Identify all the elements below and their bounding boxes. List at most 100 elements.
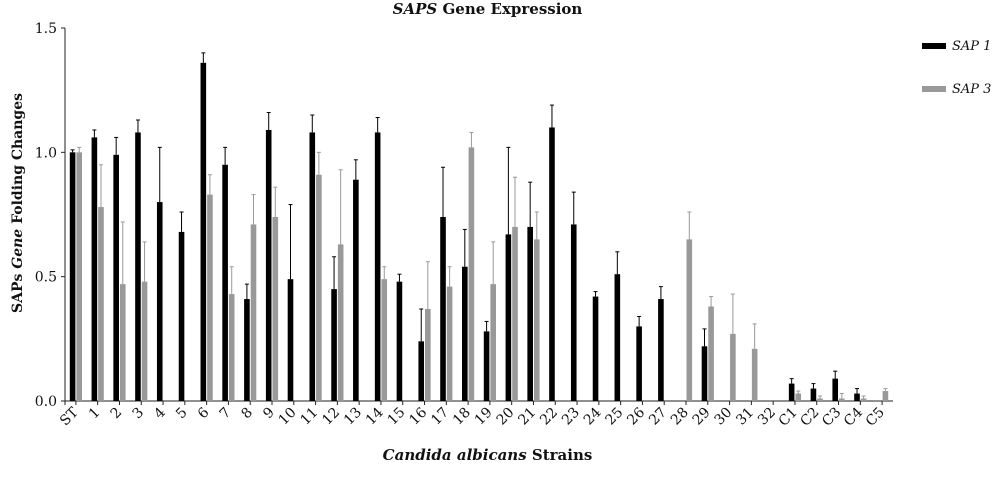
bar-sap1 xyxy=(810,388,817,401)
bar-sap1 xyxy=(222,164,228,401)
bar-sap1 xyxy=(396,281,403,401)
x-tick-label: 9 xyxy=(260,405,278,423)
bar-sap3 xyxy=(533,239,540,401)
x-tick-label: 10 xyxy=(276,405,300,429)
x-tick-label: 25 xyxy=(603,405,627,429)
x-tick-label: 5 xyxy=(173,405,191,423)
x-tick-label: 18 xyxy=(450,405,474,429)
bar-sap1 xyxy=(374,132,381,401)
x-tick-label: 22 xyxy=(537,405,561,429)
bar-sap3 xyxy=(490,284,496,401)
x-tick-label: C5 xyxy=(863,405,888,430)
y-tick-label: 1.5 xyxy=(35,21,57,37)
legend-item-sap1: SAP 1 xyxy=(922,38,991,54)
x-tick-label: 2 xyxy=(108,405,126,423)
x-tick-label: 12 xyxy=(319,405,343,429)
bar-sap1 xyxy=(614,274,621,401)
bar-sap1 xyxy=(701,346,708,401)
x-axis-label-rest: Strains xyxy=(526,446,593,464)
x-tick-label: 3 xyxy=(129,405,147,423)
bar-sap1 xyxy=(462,266,468,401)
bar-sap3 xyxy=(141,281,148,401)
bar-sap3 xyxy=(686,239,693,401)
x-tick-label: 21 xyxy=(515,405,539,429)
x-tick-label: 30 xyxy=(711,405,735,429)
bar-sap1 xyxy=(505,234,512,401)
bar-sap3 xyxy=(751,348,758,401)
bar-sap1 xyxy=(592,296,599,401)
bar-sap1 xyxy=(331,289,337,401)
chart-title-rest: Gene Expression xyxy=(437,0,583,18)
bar-sap3 xyxy=(228,294,235,401)
x-tick-label: 26 xyxy=(624,404,648,428)
legend-label-sap1: SAP 1 xyxy=(952,38,992,54)
bar-sap1 xyxy=(832,378,839,401)
bar-sap3 xyxy=(468,147,475,401)
chart-title: SAPS Gene Expression xyxy=(0,0,975,18)
x-tick-label: 8 xyxy=(238,405,256,423)
x-tick-label: C3 xyxy=(819,405,844,430)
x-tick-label: C2 xyxy=(797,405,822,430)
x-tick-label: 16 xyxy=(406,404,430,428)
bar-sap1 xyxy=(69,152,76,401)
x-tick-label: 24 xyxy=(581,404,605,428)
x-tick-label: 20 xyxy=(494,405,518,429)
bar-sap3 xyxy=(817,398,823,401)
bar-sap1 xyxy=(658,299,664,401)
bar-sap1 xyxy=(287,279,294,401)
bar-sap1 xyxy=(418,341,425,401)
bar-sap1 xyxy=(440,216,446,401)
x-tick-label: C4 xyxy=(841,404,866,429)
x-tick-label: 28 xyxy=(668,405,692,429)
y-tick-label: 1.0 xyxy=(35,145,57,161)
x-tick-label: 15 xyxy=(385,405,409,429)
legend-swatch-sap1 xyxy=(922,43,946,49)
bar-sap3 xyxy=(512,226,518,401)
legend-swatch-sap3 xyxy=(922,86,946,92)
bar-sap3 xyxy=(730,333,736,401)
legend-label-sap3: SAP 3 xyxy=(952,81,992,97)
legend-item-sap3: SAP 3 xyxy=(922,81,991,97)
x-tick-label: 11 xyxy=(297,405,321,429)
x-tick-label: 6 xyxy=(195,404,213,422)
chart-title-gene-symbol: SAPS xyxy=(392,0,438,18)
bar-sap3 xyxy=(337,244,344,401)
x-tick-label: 31 xyxy=(733,405,757,429)
bar-sap1 xyxy=(636,326,642,401)
x-tick-label: 19 xyxy=(472,405,496,429)
bar-sap3 xyxy=(76,152,82,401)
bar-sap1 xyxy=(549,127,555,401)
bar-sap3 xyxy=(708,306,714,401)
bar-sap1 xyxy=(135,132,141,401)
bar-sap3 xyxy=(795,393,802,401)
bar-sap3 xyxy=(839,398,845,401)
x-tick-label: ST xyxy=(57,404,82,429)
bar-sap1 xyxy=(113,154,119,401)
x-tick-label: 7 xyxy=(217,405,235,423)
bar-sap1 xyxy=(200,62,207,402)
bar-sap1 xyxy=(353,179,359,401)
bar-sap1 xyxy=(156,202,163,401)
x-tick-label: 4 xyxy=(151,404,169,422)
bar-sap3 xyxy=(316,174,322,401)
bar-sap3 xyxy=(882,391,889,401)
x-tick-label: 1 xyxy=(86,405,104,423)
bar-sap3 xyxy=(272,216,279,401)
x-tick-label: 29 xyxy=(690,405,714,429)
bar-sap1 xyxy=(788,383,795,401)
bar-sap1 xyxy=(527,226,533,401)
bar-sap1 xyxy=(265,129,272,401)
bar-sap3 xyxy=(250,224,257,401)
bar-sap3 xyxy=(98,207,104,401)
x-tick-label: 17 xyxy=(428,405,452,429)
x-tick-label: 32 xyxy=(755,405,779,429)
bar-sap3 xyxy=(207,194,213,401)
x-tick-label: 27 xyxy=(646,405,670,429)
bar-sap1 xyxy=(483,331,490,401)
bar-sap1 xyxy=(309,132,316,401)
bar-sap1 xyxy=(178,231,185,401)
bar-sap1 xyxy=(244,299,250,401)
x-tick-label: 23 xyxy=(559,405,583,429)
